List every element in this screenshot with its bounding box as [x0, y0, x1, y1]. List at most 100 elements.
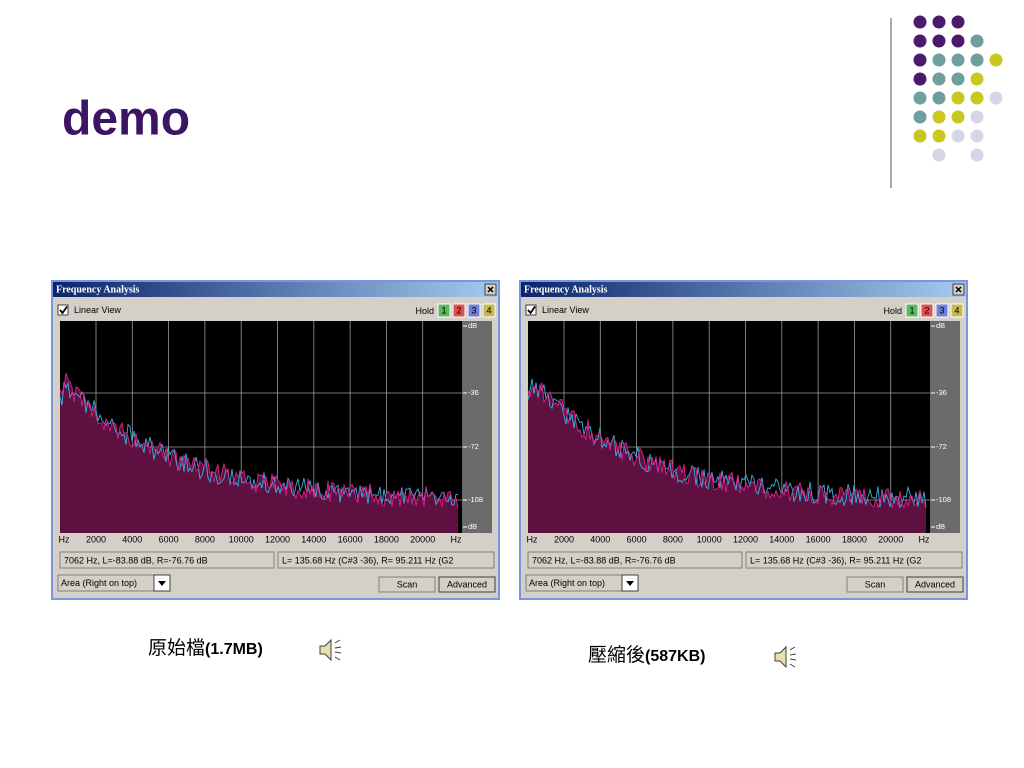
- dot: [951, 34, 965, 48]
- hold-button-label: 4: [486, 305, 491, 315]
- window-title: Frequency Analysis: [524, 284, 608, 295]
- db-label: -72: [468, 442, 479, 451]
- scan-button[interactable]: [846, 576, 904, 593]
- scan-label: Scan: [397, 579, 418, 589]
- freq-label: 10000: [697, 534, 722, 544]
- checkbox[interactable]: [525, 304, 537, 316]
- freq-label: 6000: [627, 534, 647, 544]
- speaker-icon[interactable]: [774, 645, 797, 669]
- caption-text: 壓縮後: [588, 644, 645, 666]
- freq-label: 16000: [806, 534, 831, 544]
- advanced-label: Advanced: [447, 579, 487, 589]
- hold-button[interactable]: [950, 303, 964, 318]
- dot: [970, 148, 984, 162]
- dot: [913, 129, 927, 143]
- advanced-button[interactable]: [438, 576, 496, 593]
- dot: [932, 15, 946, 29]
- dot: [913, 34, 927, 48]
- freq-label: 2000: [86, 534, 106, 544]
- dot: [932, 129, 946, 143]
- hold-button-label: 4: [954, 305, 959, 315]
- hold-button[interactable]: [437, 303, 451, 318]
- db-label: -72: [936, 442, 947, 451]
- db-label: -108: [936, 495, 951, 504]
- freq-label: 10000: [229, 534, 254, 544]
- hold-button-label: 1: [909, 305, 914, 315]
- speaker-waves: [334, 639, 342, 661]
- checkbox[interactable]: [57, 304, 69, 316]
- freq-label: 8000: [195, 534, 215, 544]
- hold-label: Hold: [415, 306, 434, 316]
- dropdown-arrow: [158, 581, 166, 586]
- freq-label: Hz: [59, 534, 70, 544]
- dot: [913, 72, 927, 86]
- cursor-readout: 7062 Hz, L=-83.88 dB, R=-76.76 dB: [532, 555, 676, 565]
- speaker-waves: [789, 646, 797, 668]
- dropdown-arrow: [626, 581, 634, 586]
- dot: [989, 91, 1003, 105]
- db-label: -36: [468, 388, 479, 397]
- caption: 原始檔(1.7MB): [148, 637, 263, 659]
- dot: [970, 53, 984, 67]
- scan-button[interactable]: [378, 576, 436, 593]
- spectrum-area: [60, 373, 458, 533]
- hold-button[interactable]: [920, 303, 934, 318]
- db-scale: [462, 321, 492, 533]
- peak-readout: L= 135.68 Hz (C#3 -36), R= 95.211 Hz (G2: [282, 555, 453, 565]
- hold-button-label: 2: [924, 305, 929, 315]
- freq-label: 4000: [122, 534, 142, 544]
- hold-button[interactable]: [482, 303, 496, 318]
- peak-readout: L= 135.68 Hz (C#3 -36), R= 95.211 Hz (G2: [750, 555, 921, 565]
- dot: [970, 34, 984, 48]
- dot: [932, 72, 946, 86]
- hold-button-label: 3: [939, 305, 944, 315]
- hold-button[interactable]: [935, 303, 949, 318]
- dot: [951, 91, 965, 105]
- hold-button-label: 2: [456, 305, 461, 315]
- dot: [951, 110, 965, 124]
- dot: [970, 129, 984, 143]
- dot: [951, 53, 965, 67]
- readout-box: [277, 551, 495, 569]
- cursor-readout: 7062 Hz, L=-83.88 dB, R=-76.76 dB: [64, 555, 208, 565]
- hold-label: Hold: [883, 306, 902, 316]
- freq-label: 16000: [338, 534, 363, 544]
- window-title: Frequency Analysis: [56, 284, 140, 295]
- hold-button[interactable]: [467, 303, 481, 318]
- freq-label: Hz: [451, 534, 462, 544]
- close-icon: [955, 286, 962, 293]
- freq-label: 4000: [590, 534, 610, 544]
- db-label: -108: [468, 495, 483, 504]
- hold-button[interactable]: [905, 303, 919, 318]
- spectrum-left: [59, 372, 459, 508]
- freq-label: 14000: [301, 534, 326, 544]
- freq-label: 14000: [769, 534, 794, 544]
- freq-label: 8000: [663, 534, 683, 544]
- freq-label: 12000: [265, 534, 290, 544]
- freq-label: 12000: [733, 534, 758, 544]
- frequency-analysis-window: Frequency Analysis Linear View Hold 1 2 3 4 dB -…: [519, 280, 968, 600]
- speaker-body: [774, 645, 787, 669]
- caption-size: (1.7MB): [205, 641, 263, 658]
- caption: 壓縮後(587KB): [588, 644, 705, 666]
- db-scale: [930, 321, 960, 533]
- caption-size: (587KB): [645, 648, 705, 665]
- dot: [951, 15, 965, 29]
- db-label: -36: [936, 388, 947, 397]
- hold-button-label: 3: [471, 305, 476, 315]
- freq-label: 20000: [410, 534, 435, 544]
- close-icon: [487, 286, 494, 293]
- title-bar: [53, 282, 498, 297]
- speaker-icon[interactable]: [319, 638, 342, 662]
- db-label: dB: [468, 522, 477, 531]
- readout-box: [527, 551, 743, 569]
- freq-label: Hz: [527, 534, 538, 544]
- advanced-button[interactable]: [906, 576, 964, 593]
- db-label: dB: [936, 522, 945, 531]
- title-bar: [521, 282, 966, 297]
- dot: [951, 72, 965, 86]
- dot: [989, 53, 1003, 67]
- checkmark: [59, 305, 68, 315]
- hold-button[interactable]: [452, 303, 466, 318]
